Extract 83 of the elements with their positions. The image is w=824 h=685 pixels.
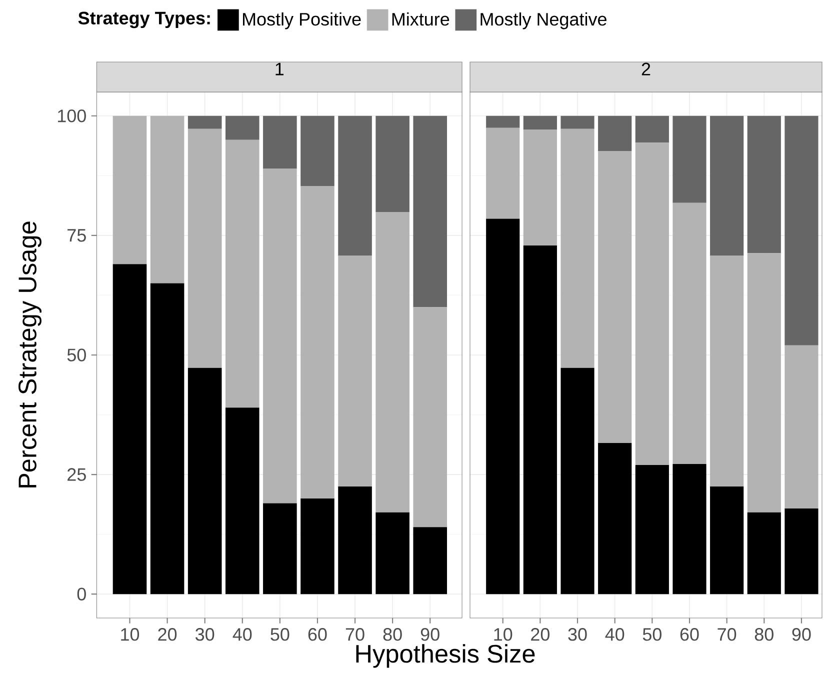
legend-label: Mostly Positive xyxy=(243,12,361,30)
y-tick-label: 50 xyxy=(67,348,86,362)
bar xyxy=(672,202,706,464)
x-tick-label: 30 xyxy=(568,628,587,641)
bar xyxy=(523,245,557,594)
y-tick-label: 25 xyxy=(68,468,86,481)
y-axis-title: Percent Strategy Usage xyxy=(18,222,42,488)
bar xyxy=(413,116,448,308)
bar xyxy=(747,512,781,594)
chart-title: 1 xyxy=(276,62,284,76)
bar xyxy=(635,116,669,143)
bar xyxy=(300,116,334,186)
bar xyxy=(188,368,222,594)
x-tick-label: 90 xyxy=(792,628,811,641)
x-tick-label: 70 xyxy=(718,628,736,641)
bar xyxy=(710,116,744,256)
bar xyxy=(598,442,632,594)
bar xyxy=(225,116,260,140)
bar xyxy=(112,116,147,264)
bar xyxy=(523,116,557,130)
x-tick-label: 70 xyxy=(346,628,364,641)
bar xyxy=(710,486,744,594)
bar xyxy=(486,128,520,219)
x-tick-label: 60 xyxy=(308,628,327,641)
bar xyxy=(598,151,632,443)
bar xyxy=(784,345,818,508)
bar xyxy=(225,408,260,594)
bar xyxy=(784,116,818,346)
bar xyxy=(486,116,520,128)
y-tick-label: 0 xyxy=(77,588,86,600)
legend-title: Strategy Types: xyxy=(78,12,210,28)
bar xyxy=(672,116,706,203)
bar xyxy=(338,486,372,594)
bar xyxy=(263,503,297,594)
bar xyxy=(376,116,410,212)
bar xyxy=(338,116,372,256)
bar xyxy=(376,212,410,512)
bar xyxy=(150,283,184,594)
x-tick-label: 20 xyxy=(158,628,177,641)
bar xyxy=(376,512,410,594)
bar xyxy=(635,142,669,465)
x-tick-label: 40 xyxy=(605,628,624,641)
x-tick-label: 10 xyxy=(121,628,140,641)
x-tick-label: 80 xyxy=(383,628,402,641)
bar xyxy=(747,116,781,254)
legend-label: Mixture xyxy=(392,12,450,26)
bar xyxy=(150,116,184,284)
bar xyxy=(784,508,818,594)
x-tick-label: 20 xyxy=(531,628,550,641)
bar xyxy=(413,527,448,594)
x-tick-label: 30 xyxy=(196,628,214,641)
bar xyxy=(672,464,706,594)
y-tick-label: 75 xyxy=(68,229,86,242)
bar xyxy=(710,256,744,486)
bar xyxy=(598,116,632,152)
bar xyxy=(300,186,334,498)
bar xyxy=(338,256,372,486)
bar xyxy=(486,218,520,594)
bar xyxy=(263,116,297,169)
x-tick-label: 90 xyxy=(420,628,440,641)
x-tick-label: 40 xyxy=(232,628,252,641)
bar xyxy=(188,128,222,368)
bar xyxy=(635,464,669,594)
bar xyxy=(225,140,260,408)
bar xyxy=(560,368,594,594)
bar xyxy=(560,116,594,129)
bar xyxy=(747,253,781,512)
x-tick-label: 60 xyxy=(680,628,699,641)
bar xyxy=(263,168,297,504)
x-axis-title: Hypothesis Size xyxy=(356,644,535,668)
legend-label: Mostly Negative xyxy=(480,12,606,30)
bar xyxy=(188,116,222,129)
x-tick-label: 50 xyxy=(642,628,662,641)
bar xyxy=(560,128,594,368)
x-tick-label: 80 xyxy=(754,628,774,641)
bar xyxy=(413,307,448,528)
chart-title: 2 xyxy=(642,62,650,76)
y-tick-label: 100 xyxy=(58,110,86,122)
bar xyxy=(112,264,147,594)
bar xyxy=(300,498,334,594)
bar xyxy=(523,130,557,246)
x-tick-label: 50 xyxy=(270,628,290,641)
x-tick-label: 10 xyxy=(494,628,512,641)
